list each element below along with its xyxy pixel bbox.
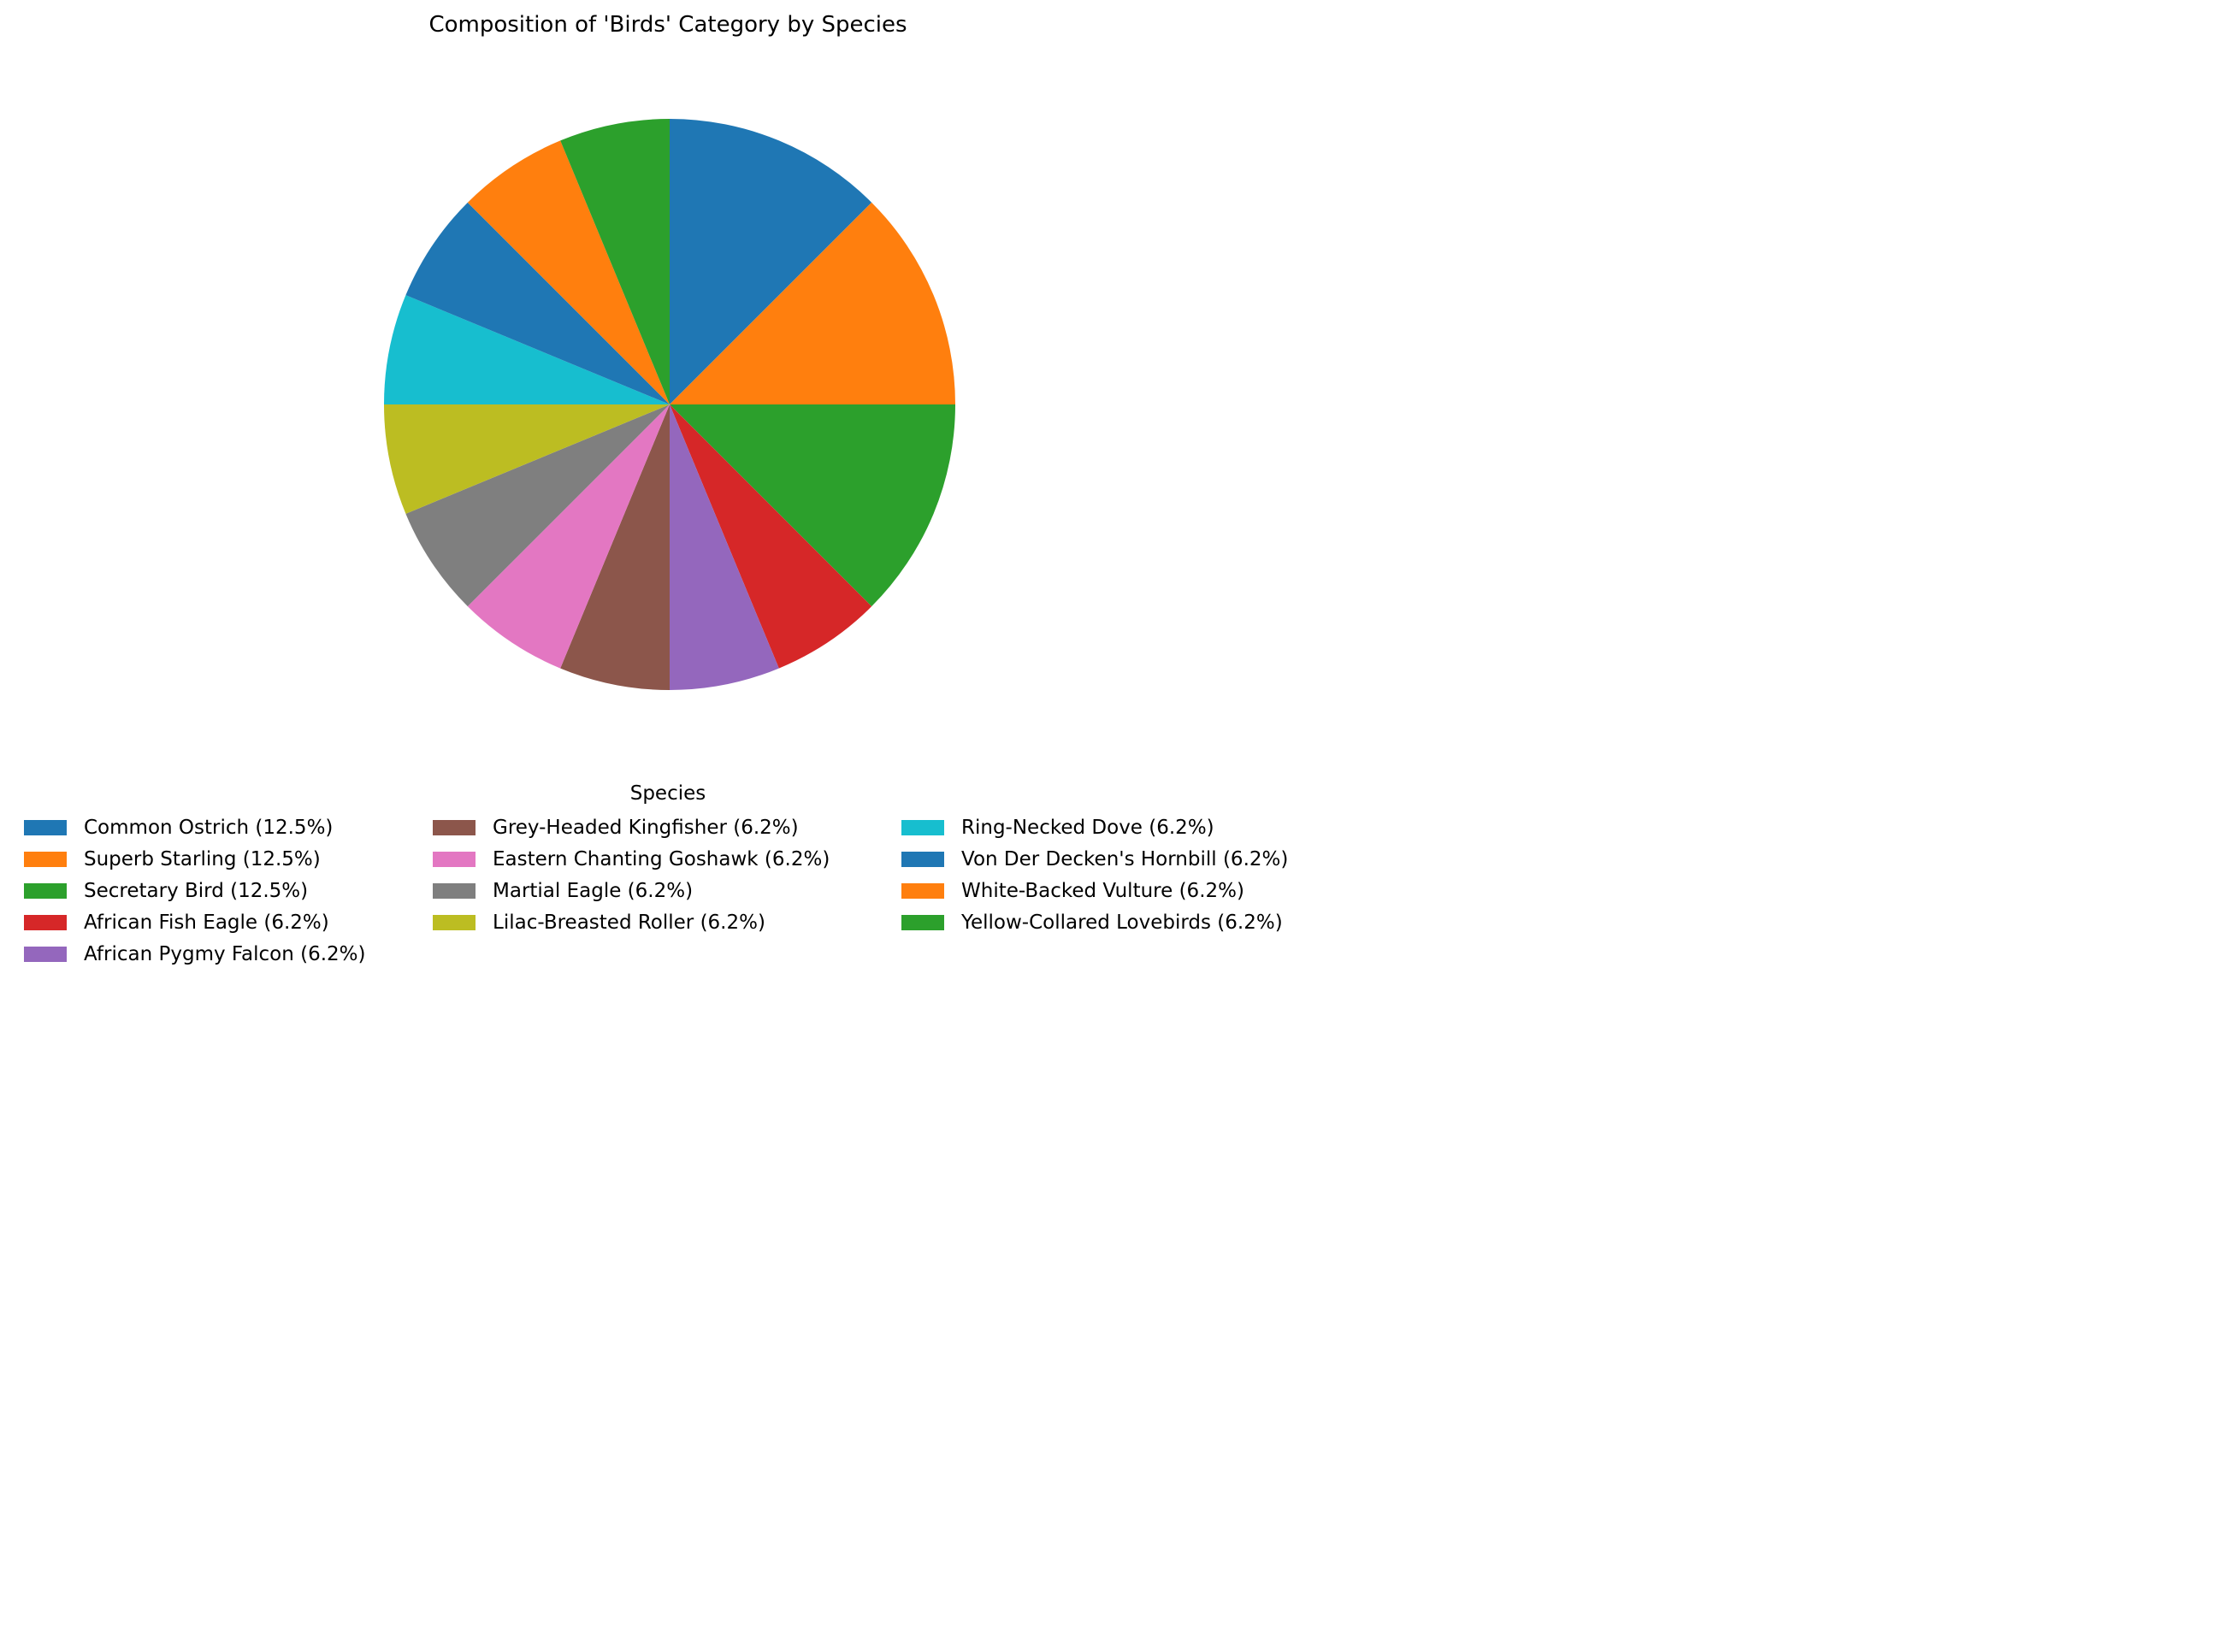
legend-swatch — [24, 947, 67, 962]
legend-item: Common Ostrich (12.5%) — [24, 815, 333, 841]
legend-label: Lilac-Breasted Roller (6.2%) — [493, 912, 765, 934]
legend-item: Superb Starling (12.5%) — [24, 847, 321, 872]
legend-swatch — [24, 915, 67, 930]
legend-swatch — [433, 915, 476, 930]
legend-item: African Pygmy Falcon (6.2%) — [24, 941, 365, 967]
pie-slice — [405, 404, 670, 607]
legend-item: Martial Eagle (6.2%) — [433, 878, 693, 904]
legend-label: African Pygmy Falcon (6.2%) — [84, 943, 366, 965]
legend-item: Lilac-Breasted Roller (6.2%) — [433, 910, 765, 935]
legend-swatch — [24, 852, 67, 867]
legend-swatch — [901, 883, 944, 899]
pie-slice — [560, 404, 670, 690]
legend-swatch — [433, 820, 476, 835]
legend-label: African Fish Eagle (6.2%) — [84, 912, 329, 934]
legend-label: Von Der Decken's Hornbill (6.2%) — [961, 848, 1289, 870]
pie-slice — [405, 202, 670, 404]
pie-slice — [670, 404, 955, 607]
legend-item: Secretary Bird (12.5%) — [24, 878, 308, 904]
pie-slice — [384, 295, 670, 404]
pie-slice — [467, 404, 670, 669]
pie-slice — [670, 404, 872, 669]
legend-swatch — [433, 852, 476, 867]
legend-label: Yellow-Collared Lovebirds (6.2%) — [961, 912, 1283, 934]
legend-swatch — [24, 820, 67, 835]
legend-swatch — [901, 915, 944, 930]
pie-slice — [560, 119, 670, 404]
legend-item: Grey-Headed Kingfisher (6.2%) — [433, 815, 799, 841]
pie-slice — [670, 119, 872, 404]
legend-item: Eastern Chanting Goshawk (6.2%) — [433, 847, 830, 872]
legend-label: Eastern Chanting Goshawk (6.2%) — [493, 848, 830, 870]
legend-label: Martial Eagle (6.2%) — [493, 880, 694, 902]
chart-title: Composition of 'Birds' Category by Speci… — [428, 12, 907, 38]
legend-item: White-Backed Vulture (6.2%) — [901, 878, 1244, 904]
legend-label: Common Ostrich (12.5%) — [84, 817, 334, 839]
legend-item: African Fish Eagle (6.2%) — [24, 910, 329, 935]
pie-slice — [467, 140, 670, 405]
legend-label: White-Backed Vulture (6.2%) — [961, 880, 1244, 902]
legend-swatch — [433, 883, 476, 899]
legend-label: Grey-Headed Kingfisher (6.2%) — [493, 817, 799, 839]
legend-label: Ring-Necked Dove (6.2%) — [961, 817, 1214, 839]
pie-slice — [384, 404, 670, 514]
legend-swatch — [901, 820, 944, 835]
pie-slice — [670, 202, 955, 404]
legend-swatch — [24, 883, 67, 899]
pie-slice — [670, 404, 779, 690]
legend-item: Ring-Necked Dove (6.2%) — [901, 815, 1214, 841]
legend-label: Superb Starling (12.5%) — [84, 848, 321, 870]
legend-item: Yellow-Collared Lovebirds (6.2%) — [901, 910, 1283, 935]
pie-chart — [384, 119, 955, 690]
legend-swatch — [901, 852, 944, 867]
legend-title: Species — [629, 782, 706, 805]
legend-label: Secretary Bird (12.5%) — [84, 880, 309, 902]
legend-item: Von Der Decken's Hornbill (6.2%) — [901, 847, 1288, 872]
